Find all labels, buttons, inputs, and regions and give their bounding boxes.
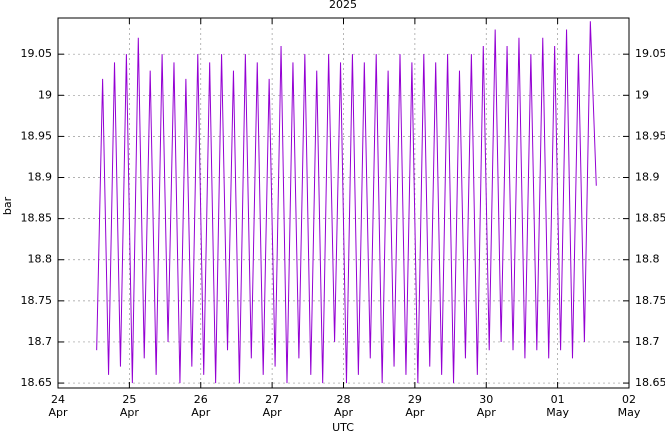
x-tick-label: 29 Apr bbox=[405, 393, 425, 419]
x-tick-label: 24 Apr bbox=[48, 393, 68, 419]
y-tick-label: 18.9 bbox=[28, 171, 53, 184]
y-tick-label: 18.7 bbox=[28, 335, 53, 348]
x-tick-label: 26 Apr bbox=[191, 393, 211, 419]
y-tick-label: 19 bbox=[635, 88, 649, 101]
y-tick-label: 18.85 bbox=[635, 212, 665, 225]
y-tick-label: 18.75 bbox=[21, 294, 53, 307]
y-tick-label: 19 bbox=[38, 88, 52, 101]
data-line bbox=[96, 21, 597, 384]
x-tick-label: 02 May bbox=[617, 393, 641, 419]
plot-border bbox=[57, 17, 630, 389]
y-tick-label: 18.75 bbox=[635, 294, 665, 307]
y-tick-label: 19.05 bbox=[21, 47, 53, 60]
chart-title: 2025 bbox=[329, 0, 357, 11]
y-tick-label: 18.9 bbox=[635, 171, 660, 184]
x-tick-label: 28 Apr bbox=[333, 393, 354, 419]
x-axis-label: UTC bbox=[332, 421, 354, 432]
y-tick-label: 18.7 bbox=[635, 335, 660, 348]
y-axis-label: bar bbox=[1, 196, 14, 215]
y-tick-label: 18.85 bbox=[21, 212, 53, 225]
x-tick-label: 01 May bbox=[546, 393, 569, 419]
y-tick-label: 18.65 bbox=[21, 376, 53, 389]
y-tick-label: 18.65 bbox=[635, 376, 665, 389]
y-tick-label: 18.8 bbox=[635, 253, 660, 266]
x-tick-label: 27 Apr bbox=[262, 393, 282, 419]
y-tick-label: 18.8 bbox=[28, 253, 53, 266]
y-tick-label: 18.95 bbox=[21, 129, 53, 142]
x-tick-label: 25 Apr bbox=[119, 393, 139, 419]
x-tick-label: 30 Apr bbox=[476, 393, 496, 419]
y-tick-label: 18.95 bbox=[635, 129, 665, 142]
y-tick-label: 19.05 bbox=[635, 47, 665, 60]
